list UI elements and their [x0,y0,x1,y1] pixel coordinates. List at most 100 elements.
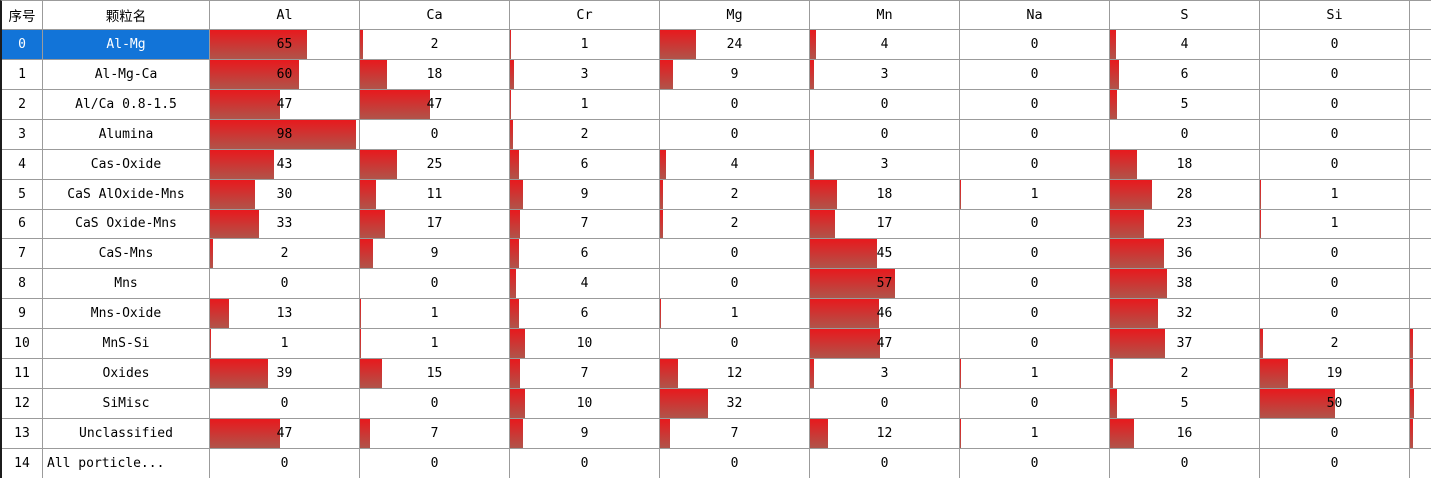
element-value-cell-al[interactable]: 47 [210,89,360,120]
row-index-cell[interactable]: 2 [2,89,43,120]
row-index-cell[interactable]: 3 [2,119,43,150]
element-value-cell-mn[interactable]: 46 [810,299,960,330]
header-cell-mn[interactable]: Mn [810,1,960,30]
element-value-cell-s[interactable]: 4 [1110,30,1260,60]
element-value-cell-si[interactable]: 0 [1260,59,1410,90]
table-row[interactable]: 7 CaS-Mns 2 9 6 0 45 0 36 0 [2,239,1431,270]
element-value-cell-si[interactable]: 19 [1260,359,1410,390]
particle-name-cell[interactable]: Alumina [43,119,210,150]
element-value-cell-na[interactable]: 0 [960,448,1110,478]
header-cell-al[interactable]: Al [210,1,360,30]
element-value-cell-al[interactable]: 39 [210,359,360,390]
element-value-cell-mn[interactable]: 17 [810,209,960,240]
element-value-cell-mn[interactable]: 4 [810,30,960,60]
element-value-cell-na[interactable]: 0 [960,329,1110,360]
element-value-cell-na[interactable]: 1 [960,359,1110,390]
element-value-cell-cr[interactable]: 0 [510,448,660,478]
row-index-cell[interactable]: 14 [2,448,43,478]
element-value-cell-s[interactable]: 38 [1110,269,1260,300]
element-value-cell-al[interactable]: 65 [210,30,360,60]
particle-name-cell[interactable]: Oxides [43,359,210,390]
element-value-cell-mg[interactable]: 7 [660,418,810,449]
element-value-cell-si[interactable]: 50 [1260,389,1410,419]
table-row[interactable]: 1 Al-Mg-Ca 60 18 3 9 3 0 6 0 [2,59,1431,90]
element-value-cell-mn[interactable]: 0 [810,448,960,478]
element-value-cell-s[interactable]: 23 [1110,209,1260,240]
row-index-cell[interactable]: 9 [2,299,43,330]
element-value-cell-ca[interactable]: 1 [360,329,510,360]
element-value-cell-al[interactable]: 60 [210,59,360,90]
element-value-cell-na[interactable]: 0 [960,239,1110,270]
header-cell-cr[interactable]: Cr [510,1,660,30]
element-value-cell-al[interactable]: 30 [210,179,360,210]
element-value-cell-ca[interactable]: 9 [360,239,510,270]
row-index-cell[interactable]: 6 [2,209,43,240]
element-value-cell-ca[interactable]: 0 [360,269,510,300]
row-index-cell[interactable]: 7 [2,239,43,270]
element-value-cell-mg[interactable]: 0 [660,269,810,300]
row-index-cell[interactable]: 4 [2,149,43,180]
element-value-cell-na[interactable]: 0 [960,89,1110,120]
element-value-cell-si[interactable]: 1 [1260,209,1410,240]
particle-name-cell[interactable]: Cas-Oxide [43,149,210,180]
table-row[interactable]: 5 CaS AlOxide-Mns 30 11 9 2 18 1 28 1 [2,179,1431,210]
element-value-cell-na[interactable]: 0 [960,30,1110,60]
element-value-cell-si[interactable]: 0 [1260,119,1410,150]
element-value-cell-ca[interactable]: 17 [360,209,510,240]
particle-name-cell[interactable]: CaS AlOxide-Mns [43,179,210,210]
element-value-cell-s[interactable]: 0 [1110,448,1260,478]
element-value-cell-si[interactable]: 0 [1260,30,1410,60]
element-value-cell-mn[interactable]: 12 [810,418,960,449]
element-value-cell-al[interactable]: 0 [210,389,360,419]
particle-name-cell[interactable]: CaS-Mns [43,239,210,270]
element-value-cell-cr[interactable]: 10 [510,389,660,419]
element-value-cell-s[interactable]: 37 [1110,329,1260,360]
element-value-cell-cr[interactable]: 6 [510,239,660,270]
element-value-cell-si[interactable]: 1 [1260,179,1410,210]
element-value-cell-ca[interactable]: 11 [360,179,510,210]
element-value-cell-al[interactable]: 47 [210,418,360,449]
element-value-cell-cr[interactable]: 6 [510,149,660,180]
row-index-cell[interactable]: 11 [2,359,43,390]
table-row[interactable]: 9 Mns-Oxide 13 1 6 1 46 0 32 0 [2,299,1431,330]
element-value-cell-na[interactable]: 0 [960,119,1110,150]
element-value-cell-al[interactable]: 1 [210,329,360,360]
element-value-cell-cr[interactable]: 4 [510,269,660,300]
element-value-cell-al[interactable]: 13 [210,299,360,330]
element-value-cell-cr[interactable]: 1 [510,89,660,120]
header-cell-mg[interactable]: Mg [660,1,810,30]
element-value-cell-s[interactable]: 18 [1110,149,1260,180]
element-value-cell-mn[interactable]: 47 [810,329,960,360]
particle-name-cell[interactable]: Unclassified [43,418,210,449]
element-value-cell-mg[interactable]: 12 [660,359,810,390]
row-index-cell[interactable]: 5 [2,179,43,210]
element-value-cell-s[interactable]: 5 [1110,389,1260,419]
particle-name-cell[interactable]: All porticle... [43,448,210,478]
element-value-cell-cr[interactable]: 1 [510,30,660,60]
element-value-cell-si[interactable]: 0 [1260,239,1410,270]
element-value-cell-na[interactable]: 0 [960,59,1110,90]
element-value-cell-al[interactable]: 33 [210,209,360,240]
element-value-cell-ca[interactable]: 0 [360,389,510,419]
element-value-cell-cr[interactable]: 9 [510,418,660,449]
table-row[interactable]: 2 Al/Ca 0.8-1.5 47 47 1 0 0 0 5 0 [2,89,1431,120]
table-row[interactable]: 13 Unclassified 47 7 9 7 12 1 16 0 [2,418,1431,449]
header-cell-index[interactable]: 序号 [2,1,43,30]
element-value-cell-s[interactable]: 0 [1110,119,1260,150]
row-index-cell[interactable]: 8 [2,269,43,300]
row-index-cell[interactable]: 13 [2,418,43,449]
element-value-cell-al[interactable]: 43 [210,149,360,180]
element-value-cell-mg[interactable]: 0 [660,329,810,360]
table-row[interactable]: 3 Alumina 98 0 2 0 0 0 0 0 [2,119,1431,150]
header-cell-na[interactable]: Na [960,1,1110,30]
element-value-cell-ca[interactable]: 0 [360,448,510,478]
element-value-cell-si[interactable]: 0 [1260,299,1410,330]
element-value-cell-mn[interactable]: 18 [810,179,960,210]
element-value-cell-ca[interactable]: 1 [360,299,510,330]
element-value-cell-mg[interactable]: 0 [660,89,810,120]
table-row[interactable]: 8 Mns 0 0 4 0 57 0 38 0 [2,269,1431,300]
element-value-cell-mn[interactable]: 0 [810,89,960,120]
element-value-cell-mg[interactable]: 2 [660,179,810,210]
particle-name-cell[interactable]: Al-Mg [43,30,210,60]
element-value-cell-mg[interactable]: 2 [660,209,810,240]
